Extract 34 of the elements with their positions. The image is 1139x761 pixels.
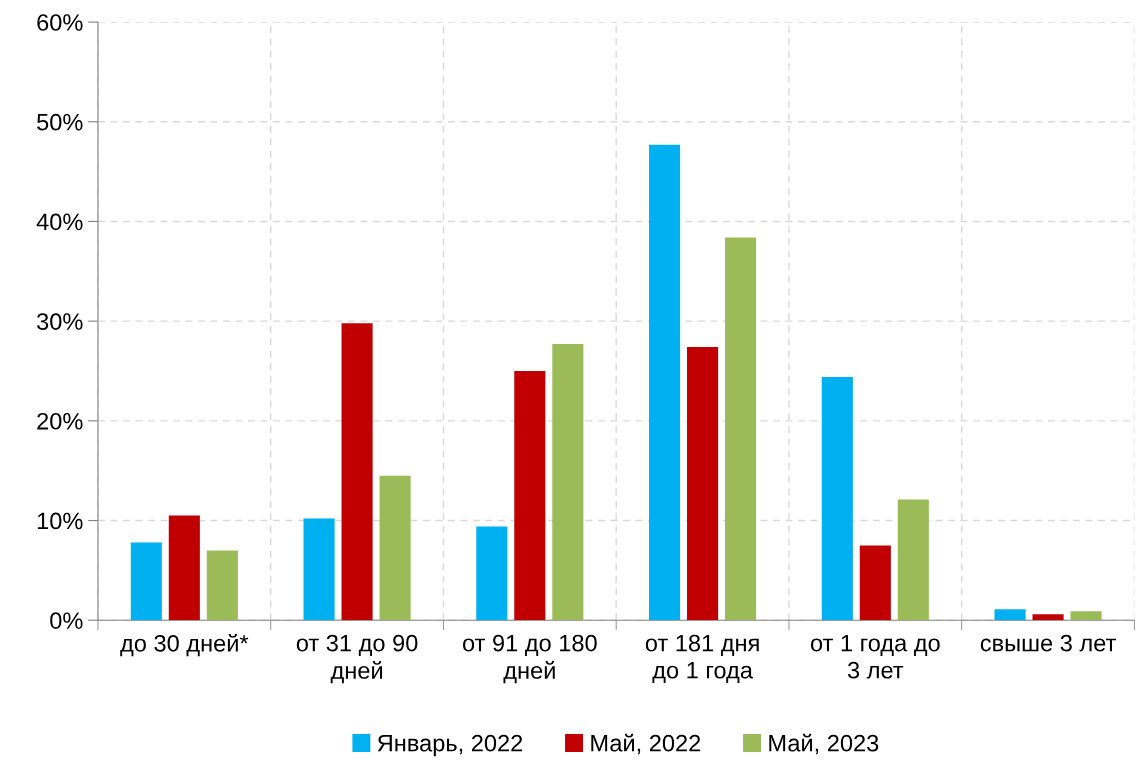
bar <box>206 550 238 621</box>
y-tick-label: 10% <box>37 512 83 530</box>
legend-label: Январь, 2022 <box>377 734 523 757</box>
bar <box>649 144 681 621</box>
bar <box>168 515 200 621</box>
bar <box>552 344 584 621</box>
x-tick-label: до 30 дней* <box>120 633 249 657</box>
x-tick-label: от 91 до 180 дней <box>462 634 597 684</box>
y-tick-label: 20% <box>37 412 83 430</box>
y-tick-label: 30% <box>37 313 83 330</box>
bar <box>514 370 546 621</box>
bar <box>859 545 891 621</box>
x-tick-label: от 181 дня до 1 года <box>645 634 759 684</box>
legend-label: Май, 2023 <box>769 733 879 755</box>
bar <box>341 323 373 621</box>
y-tick-label: 0% <box>50 612 83 629</box>
bar <box>687 347 719 621</box>
x-tick-label: от 1 года до 3 лет <box>810 634 940 679</box>
bar <box>994 609 1026 621</box>
bar <box>130 542 162 621</box>
y-tick-label: 40% <box>36 213 83 231</box>
bar <box>821 376 853 621</box>
bar <box>379 475 411 621</box>
bar <box>897 499 929 621</box>
bar <box>476 526 508 621</box>
x-tick-label: свыше 3 лет <box>980 634 1116 652</box>
legend-label: Май, 2022 <box>591 733 701 755</box>
y-tick-label: 60% <box>37 14 83 31</box>
bar <box>725 237 757 621</box>
bar <box>1032 614 1064 621</box>
y-tick-label: 50% <box>37 113 83 131</box>
x-tick-label: от 31 до 90 дней <box>296 634 418 684</box>
bar <box>303 518 335 621</box>
bar <box>1070 611 1102 621</box>
